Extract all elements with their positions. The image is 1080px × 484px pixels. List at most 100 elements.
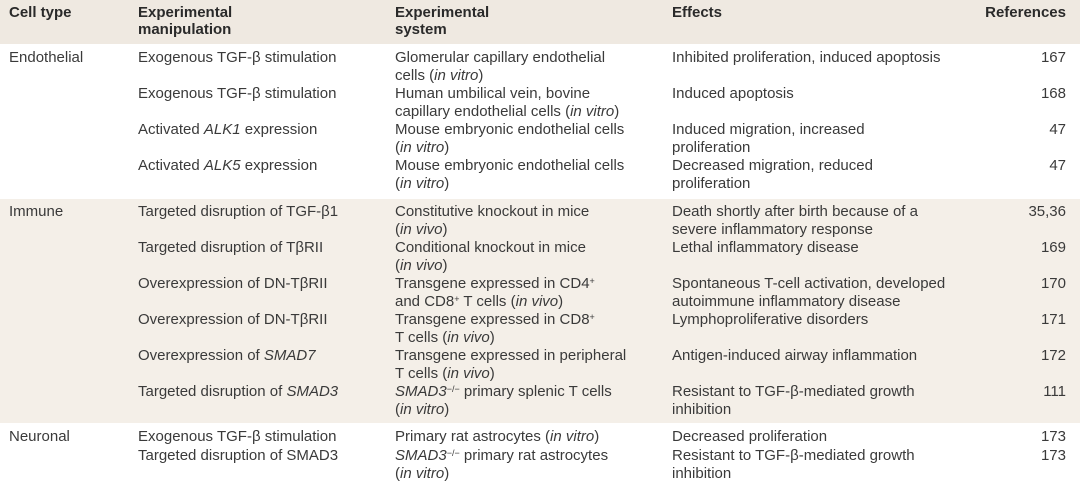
- cell-type: [9, 85, 138, 121]
- text-segment: Glomerular capillary endothelial cells (: [395, 49, 606, 84]
- table-row: Endothelial Exogenous TGF-β stimulation Gl…: [0, 49, 1080, 85]
- cell-type: Immune: [9, 203, 64, 220]
- section-immune: Immune Targeted disruption of TGF-β1 Const…: [0, 199, 1080, 423]
- system-cell: Mouse embryonic endothelial cells (in vi…: [395, 121, 672, 157]
- text-segment: ): [478, 66, 484, 84]
- text-segment: Targeted disruption of TGF-β1: [138, 203, 339, 220]
- cell-type: [9, 121, 138, 157]
- text-segment: Lethal inflammatory disease: [672, 239, 859, 256]
- superscript: +: [589, 312, 595, 322]
- text-segment: ): [444, 400, 450, 418]
- italic-text: SMAD3: [395, 447, 447, 464]
- table-row: Overexpression of DN-TβRII Transgene expr…: [0, 311, 1080, 347]
- text-segment: ): [442, 220, 448, 238]
- system-cell: Glomerular capillary endothelial cells (…: [395, 49, 672, 85]
- effects-cell: Induced apoptosis: [672, 85, 946, 121]
- italic-text: in vivo: [400, 220, 443, 238]
- text-segment: T cells (: [459, 292, 516, 310]
- cell-type: [9, 239, 138, 275]
- system-cell: Conditional knockout in mice (in vivo): [395, 239, 672, 275]
- manipulation-cell: Targeted disruption of TβRII: [138, 239, 395, 275]
- cell-type: [9, 275, 138, 311]
- italic-text: in vitro: [400, 400, 445, 418]
- text-segment: Resistant to TGF-β-mediated growth inhib…: [672, 447, 915, 482]
- text-segment: Antigen-induced airway inflammation: [672, 347, 918, 364]
- manipulation-cell: Overexpression of DN-TβRII: [138, 275, 395, 311]
- text-segment: Activated: [138, 121, 204, 138]
- text-segment: Spontaneous T-cell activation, developed…: [672, 275, 946, 310]
- table-body: Endothelial Exogenous TGF-β stimulation Gl…: [0, 44, 1080, 484]
- text-segment: Targeted disruption of SMAD3: [138, 447, 339, 464]
- reference-cell: 167: [1040, 49, 1066, 66]
- reference-cell: 172: [1040, 347, 1066, 364]
- text-segment: Mouse embryonic endothelial cells (: [395, 121, 625, 156]
- superscript: +: [589, 276, 595, 286]
- manipulation-cell: Activated ALK5 expression: [138, 157, 395, 193]
- manipulation-cell: Activated ALK1 expression: [138, 121, 395, 157]
- text-segment: Lymphoproliferative disorders: [672, 311, 869, 328]
- italic-text: SMAD3: [286, 383, 339, 400]
- reference-cell: 169: [1040, 239, 1066, 256]
- table-row: Targeted disruption of SMAD3 SMAD3−/− pri…: [0, 383, 1080, 419]
- reference-cell: 47: [1049, 157, 1066, 174]
- section-neuronal: Neuronal Exogenous TGF-β stimulation Prima…: [0, 423, 1080, 484]
- text-segment: ): [594, 428, 600, 445]
- text-segment: Transgene expressed in CD8: [395, 311, 590, 328]
- effects-cell: Inhibited proliferation, induced apoptos…: [672, 49, 946, 85]
- text-segment: ): [444, 464, 450, 482]
- table-row: Exogenous TGF-β stimulation Human umbilic…: [0, 85, 1080, 121]
- text-segment: Constitutive knockout in mice (: [395, 203, 590, 238]
- system-cell: SMAD3−/− primary splenic T cells (in vit…: [395, 383, 672, 419]
- text-segment: Overexpression of: [138, 347, 264, 364]
- text-segment: Induced migration, increased proliferati…: [672, 121, 865, 156]
- text-segment: Exogenous TGF-β stimulation: [138, 49, 337, 66]
- table-row: Targeted disruption of SMAD3 SMAD3−/− pri…: [0, 447, 1080, 482]
- table-row: Immune Targeted disruption of TGF-β1 Const…: [0, 203, 1080, 239]
- text-segment: ): [614, 102, 620, 120]
- cell-type: [9, 383, 138, 419]
- cell-type: [9, 157, 138, 193]
- effects-cell: Lethal inflammatory disease: [672, 239, 946, 275]
- effects-cell: Antigen-induced airway inflammation: [672, 347, 946, 383]
- text-segment: Overexpression of DN-TβRII: [138, 275, 328, 292]
- table-row: Targeted disruption of TβRII Conditional …: [0, 239, 1080, 275]
- text-segment: Inhibited proliferation, induced apoptos…: [672, 49, 941, 66]
- manipulation-cell: Exogenous TGF-β stimulation: [138, 428, 395, 447]
- header-effects: Effects: [672, 4, 723, 21]
- text-segment: Decreased proliferation: [672, 428, 828, 445]
- reference-cell: 170: [1040, 275, 1066, 292]
- text-segment: expression: [240, 121, 318, 138]
- text-segment: Human umbilical vein, bovine capillary e…: [395, 85, 591, 120]
- reference-cell: 171: [1040, 311, 1066, 328]
- header-references: References: [985, 4, 1066, 21]
- header-manipulation: Experimental manipulation: [138, 4, 233, 38]
- superscript: +: [454, 293, 460, 304]
- table-row: Overexpression of DN-TβRII Transgene expr…: [0, 275, 1080, 311]
- system-cell: Transgene expressed in CD8+ T cells (in …: [395, 311, 672, 347]
- text-segment: Conditional knockout in mice (: [395, 239, 586, 274]
- italic-text: in vitro: [400, 464, 445, 482]
- italic-text: ALK1: [203, 121, 241, 138]
- italic-text: in vivo: [447, 364, 490, 382]
- effects-cell: Resistant to TGF-β-mediated growth inhib…: [672, 383, 946, 419]
- reference-cell: 173: [1040, 428, 1066, 445]
- text-segment: primary splenic T cells (: [395, 383, 612, 418]
- text-segment: ): [558, 292, 564, 310]
- system-cell: Transgene expressed in peripheral T cell…: [395, 347, 672, 383]
- cell-type: [9, 447, 138, 482]
- text-segment: expression: [240, 157, 318, 174]
- table-row: Neuronal Exogenous TGF-β stimulation Prima…: [0, 428, 1080, 447]
- italic-text: in vivo: [447, 328, 490, 346]
- italic-text: in vivo: [400, 256, 443, 274]
- system-cell: SMAD3−/− primary rat astrocytes (in vitr…: [395, 447, 672, 482]
- text-segment: ): [489, 328, 495, 346]
- italic-text: in vivo: [515, 292, 559, 310]
- text-segment: Decreased migration, reduced proliferati…: [672, 157, 873, 192]
- system-cell: Constitutive knockout in mice (in vivo): [395, 203, 672, 239]
- system-cell: Transgene expressed in CD4+ and CD8+ T c…: [395, 275, 672, 311]
- section-endothelial: Endothelial Exogenous TGF-β stimulation Gl…: [0, 44, 1080, 199]
- text-segment: Transgene expressed in peripheral T cell…: [395, 347, 627, 382]
- manipulation-cell: Targeted disruption of TGF-β1: [138, 203, 395, 239]
- text-segment: Primary rat astrocytes (: [395, 428, 551, 445]
- italic-text: SMAD3: [395, 383, 447, 400]
